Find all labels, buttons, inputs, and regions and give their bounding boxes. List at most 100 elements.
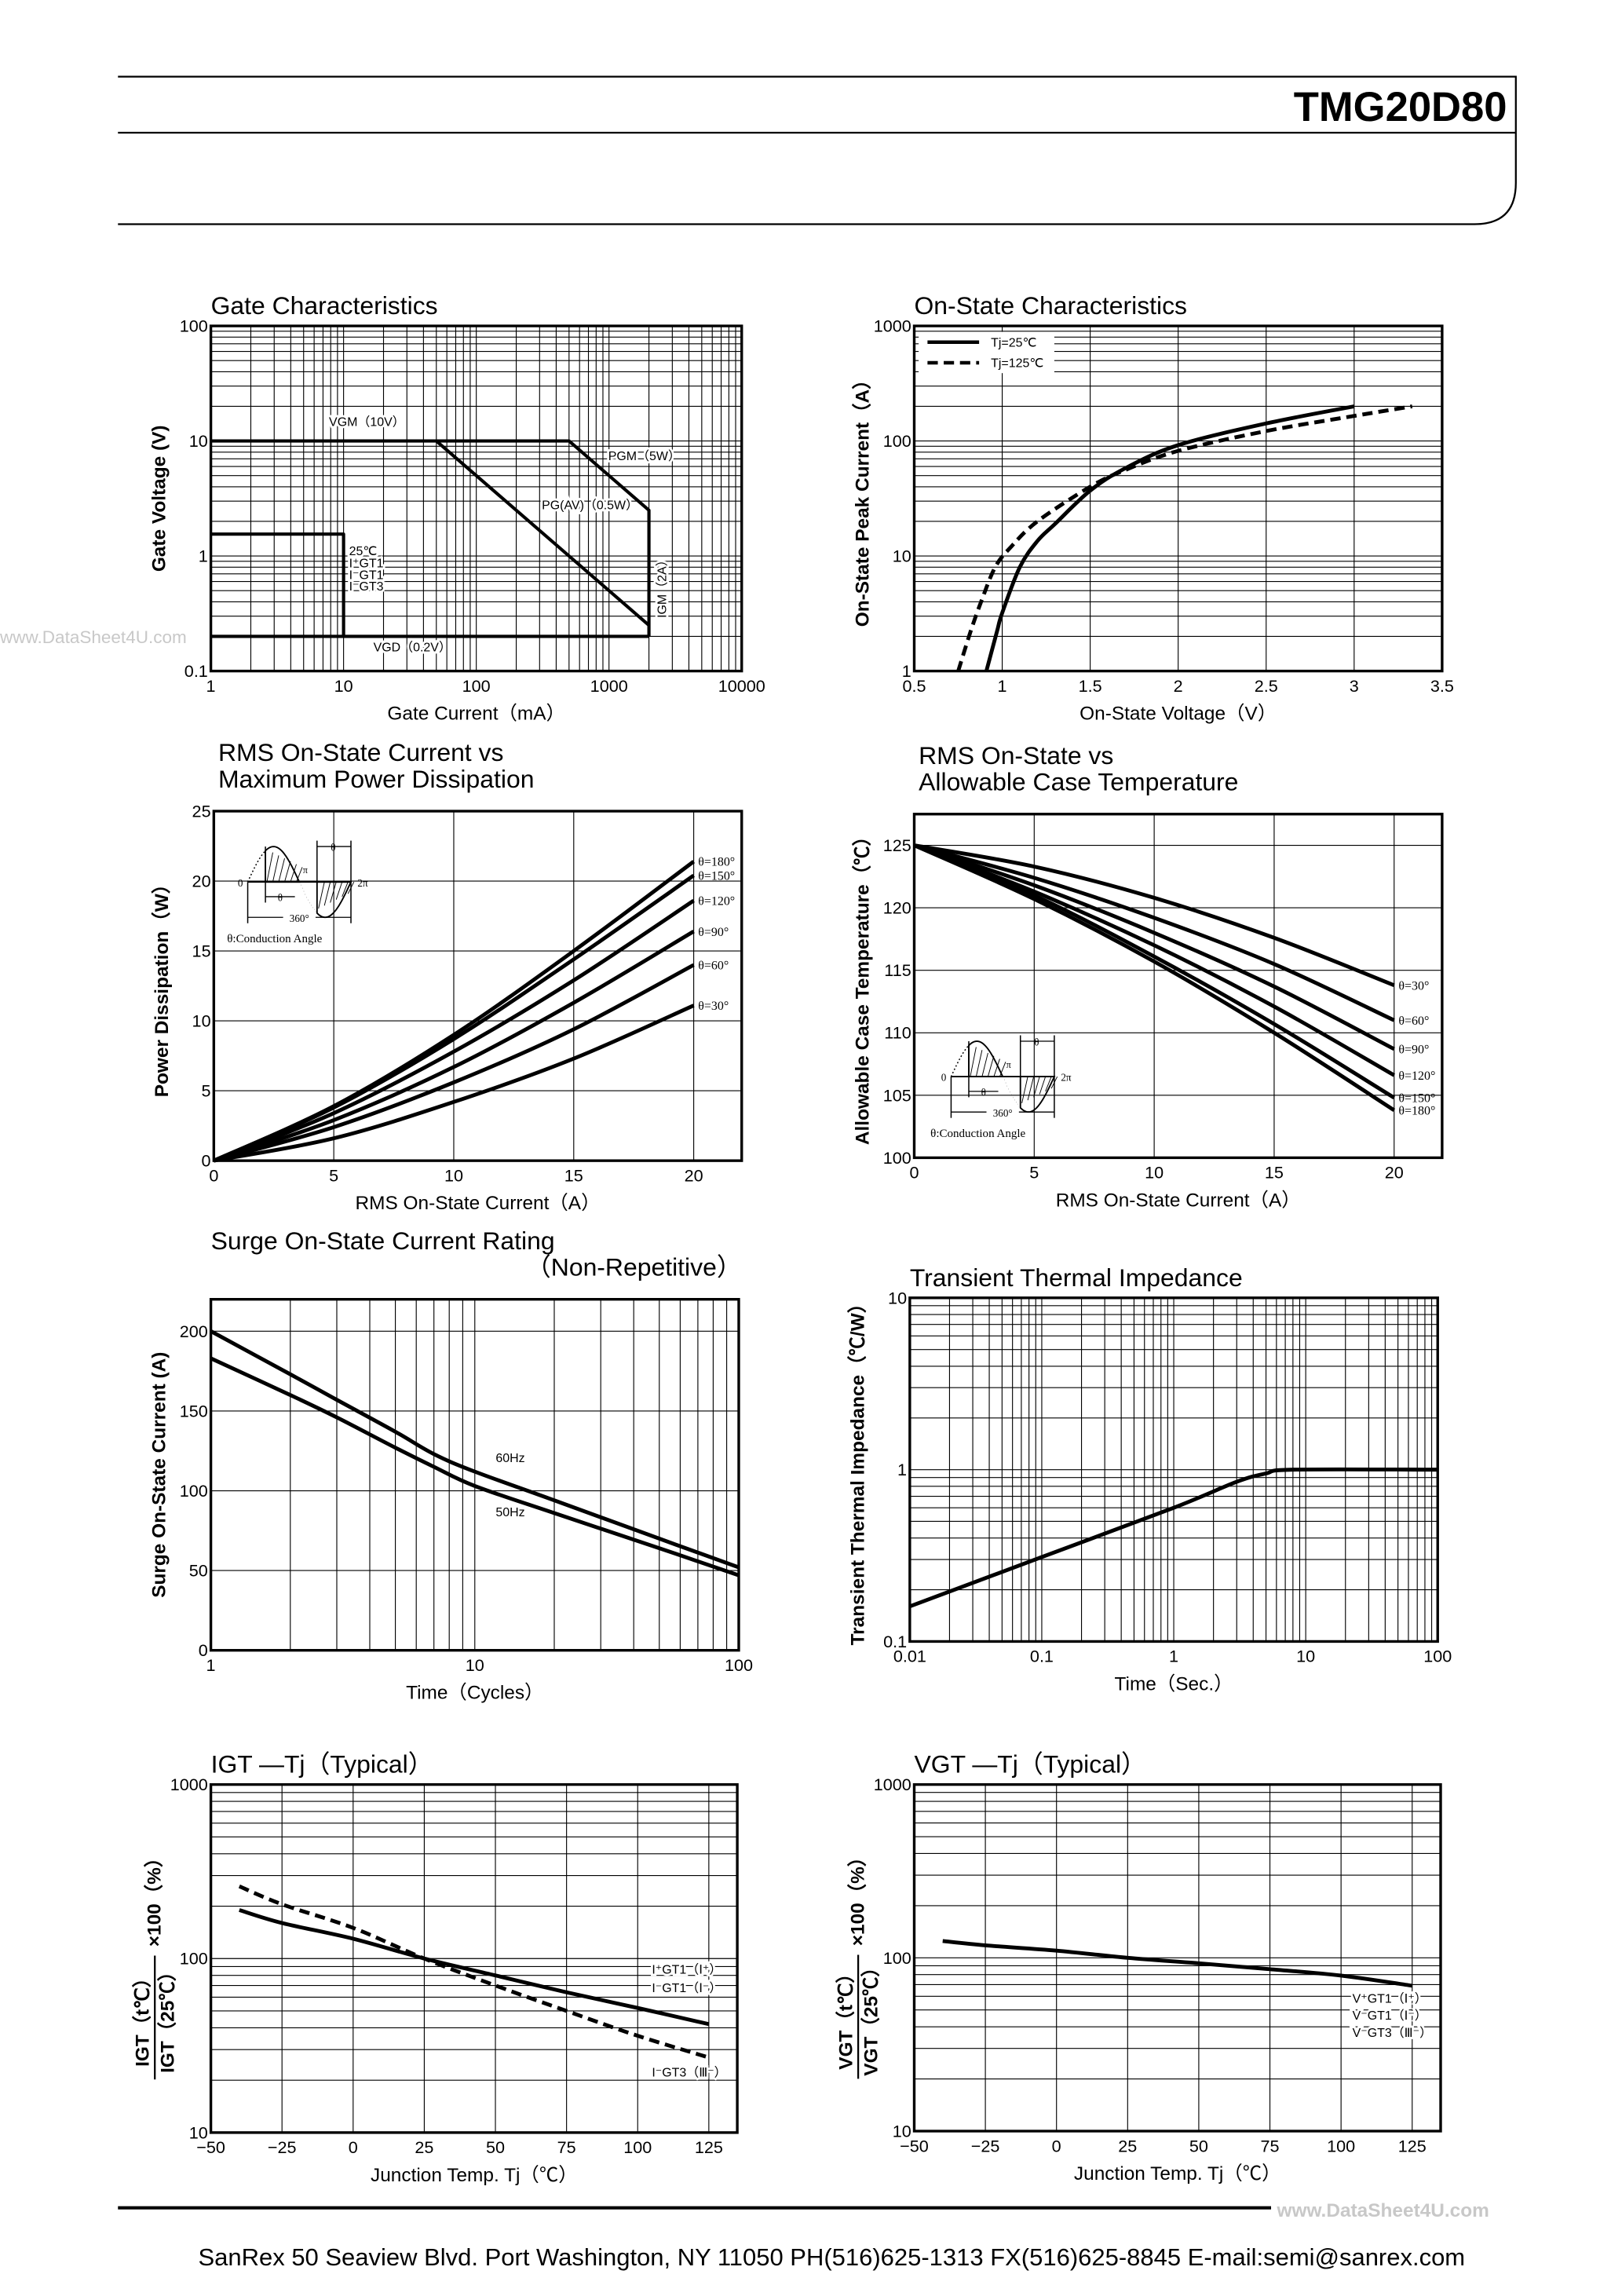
x-tick-label: 1: [206, 1655, 216, 1675]
chart-title: RMS On-State Current vs: [218, 738, 503, 766]
x-tick-label: 10000: [718, 676, 765, 696]
series-line: [239, 1908, 710, 2027]
legend-label: Tj=25℃: [991, 336, 1036, 349]
inset-label-360: 360°: [993, 1107, 1013, 1119]
chart-annotation: I⁺GT1（Ⅰ⁺）: [652, 1962, 721, 1976]
grid: [214, 811, 742, 1161]
y-label-suffix: ×100（%）: [848, 1848, 869, 1947]
y-tick-label: 100: [883, 1148, 911, 1168]
y-tick-label: 1000: [874, 1775, 911, 1794]
legend-label: Tj=125℃: [991, 357, 1043, 371]
x-tick-label: 0: [909, 1163, 919, 1183]
x-tick-label: 1: [1169, 1647, 1178, 1666]
x-tick-label: 15: [564, 1165, 583, 1185]
series-line: [942, 1939, 1413, 1988]
chart-annotation: V⁻GT3（Ⅲ⁻）: [1353, 2026, 1432, 2040]
series-line: [913, 843, 1395, 1051]
y-tick-label: 200: [180, 1322, 208, 1341]
grid: [210, 326, 742, 671]
chart-3: 0 5 10 15 20 0 5 10 15 20 25 RMS On-State Current v…: [152, 738, 743, 1214]
x-tick-label: 3: [1350, 676, 1359, 696]
x-axis-label: Junction Temp. Tj（℃）: [1074, 2163, 1281, 2184]
x-tick-label: 50: [486, 2137, 505, 2157]
y-tick-label: 0: [202, 1151, 211, 1171]
x-tick-label: 100: [725, 1655, 753, 1675]
x-tick-label: 100: [1327, 2136, 1355, 2155]
series-label: θ=60°: [698, 960, 729, 973]
chart-title: RMS On-State vs: [919, 741, 1113, 770]
x-tick-label: 20: [1385, 1163, 1404, 1183]
x-tick-label: 25: [1118, 2136, 1137, 2155]
y-axis-label: Power Dissipation（W）: [152, 875, 173, 1097]
series-line: [238, 1885, 710, 2060]
y-tick-label: 120: [883, 898, 911, 918]
x-tick-label: 10: [334, 676, 353, 696]
x-tick-label: 100: [462, 676, 491, 696]
inset-label-theta: θ: [981, 1087, 986, 1099]
x-tick-label: 100: [623, 2137, 652, 2157]
series-label: θ=120°: [1398, 1069, 1435, 1083]
series-line: [908, 1467, 1438, 1609]
series-line: [213, 963, 695, 1163]
series-line: [210, 439, 651, 637]
series-label: θ=60°: [1398, 1015, 1429, 1028]
chart-4: 0 5 10 15 20 100 105 110 115 120 125 RMS On-State v…: [852, 741, 1444, 1211]
chart-annotation: V⁻GT1（Ⅰ⁻）: [1353, 2009, 1427, 2023]
chart-annotation: IGM（2A）: [656, 554, 670, 618]
series-line: [985, 404, 1355, 672]
y-tick-label: 10: [893, 547, 911, 566]
x-tick-label: 0: [1052, 2136, 1061, 2155]
legend: Tj=25℃ Tj=125℃: [919, 331, 1054, 374]
x-tick-label: 0.01: [893, 1647, 926, 1666]
x-tick-label: 3.5: [1430, 676, 1454, 696]
plot-frame: [912, 1782, 1442, 2133]
chart-annotation: 25℃: [349, 545, 378, 558]
chart-title: Gate Characteristics: [211, 291, 438, 320]
y-tick-label: 100: [883, 1948, 911, 1968]
inset-label-zero: 0: [941, 1072, 947, 1084]
y-tick-label: 10: [189, 2122, 208, 2142]
chart-annotation: 60Hz: [495, 1452, 524, 1465]
y-tick-label: 20: [192, 872, 211, 891]
y-tick-label: 115: [884, 960, 911, 980]
series-label: θ=120°: [698, 895, 735, 909]
inset-label-theta: θ: [331, 842, 335, 854]
chart-title: Surge On-State Current Rating: [211, 1227, 555, 1255]
x-tick-label: 0: [209, 1165, 218, 1185]
plot-frame: [912, 324, 1444, 673]
inset-label-zero: 0: [238, 877, 243, 889]
y-tick-label: 1000: [170, 1775, 208, 1794]
chart-title: On-State Characteristics: [914, 291, 1187, 320]
grid: [210, 1299, 739, 1651]
grid: [210, 1784, 738, 2133]
part-number: TMG20D80: [1294, 84, 1507, 130]
grid: [914, 326, 1442, 671]
y-tick-label: 25: [192, 802, 211, 821]
y-tick-label: 0.1: [184, 661, 208, 681]
inset-label-pi: π: [303, 865, 308, 876]
y-tick-label: 10: [192, 1011, 211, 1031]
y-tick-label: 100: [180, 1949, 208, 1969]
chart-annotation: I⁻GT3（Ⅲ⁻）: [652, 2065, 726, 2079]
x-axis-label: Junction Temp. Tj（℃）: [371, 2165, 578, 2186]
x-tick-label: 1: [998, 676, 1007, 696]
conduction-angle-diagram: 0 π 2π θ θ 360° θ:Conduction Angle: [227, 840, 368, 945]
chart-annotation: PG(AV)（0.5W）: [542, 499, 638, 513]
x-tick-label: 1.5: [1079, 676, 1102, 696]
footer-address: SanRex 50 Seaview Blvd. Port Washington,…: [198, 2243, 1465, 2271]
inset-label-pi: π: [1006, 1059, 1011, 1070]
series-label: θ=30°: [698, 1000, 729, 1013]
series-line: [913, 843, 1396, 1100]
x-axis-label: Gate Current（mA）: [387, 704, 565, 725]
grid: [914, 1784, 1441, 2131]
x-tick-label: 0.1: [1030, 1647, 1054, 1666]
inset-label-theta: θ: [278, 892, 283, 904]
chart-title: Allowable Case Temperature: [919, 768, 1238, 796]
series-line: [914, 843, 1395, 988]
plot-frame: [209, 1298, 740, 1652]
chart-annotation: VGD（0.2V）: [374, 641, 451, 655]
